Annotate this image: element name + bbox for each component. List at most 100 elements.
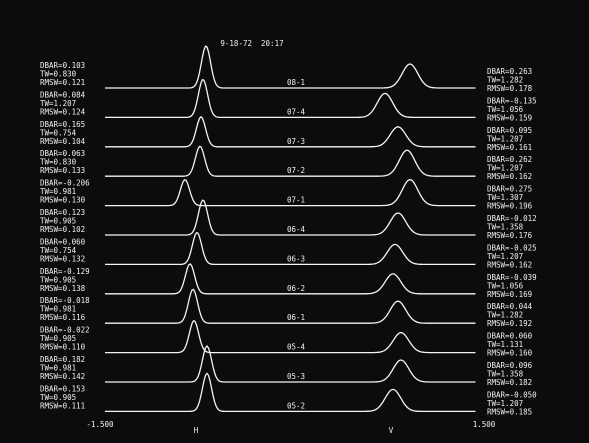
right-stat: DBAR=-0.025 bbox=[487, 243, 537, 252]
right-stat: TW=1.207 bbox=[487, 134, 523, 143]
left-stat: TW=0.981 bbox=[40, 364, 76, 373]
left-stat: DBAR=-0.206 bbox=[40, 179, 90, 188]
trace-label: 06-3 bbox=[287, 254, 305, 263]
left-stat: DBAR=-0.022 bbox=[40, 326, 90, 335]
left-stat: TW=0.905 bbox=[40, 217, 76, 226]
left-stat: DBAR=0.060 bbox=[40, 237, 86, 246]
axis-min: -1.500 bbox=[86, 420, 114, 429]
right-stat: TW=1.282 bbox=[487, 311, 523, 320]
right-stat: DBAR=0.095 bbox=[487, 126, 532, 135]
right-stat: TW=1.207 bbox=[487, 164, 523, 173]
trace-label: 06-4 bbox=[287, 225, 306, 234]
right-stat: DBAR=0.044 bbox=[487, 302, 533, 311]
left-stat: TW=0.830 bbox=[40, 70, 77, 79]
right-stat: DBAR=0.263 bbox=[487, 67, 532, 76]
trace-label: 07-4 bbox=[287, 107, 306, 116]
right-stat: TW=1.307 bbox=[487, 193, 523, 202]
timestamp: 9-18-72 20:17 bbox=[220, 39, 283, 48]
left-stat: TW=0.830 bbox=[40, 158, 77, 167]
right-stat: RMSW=0.196 bbox=[487, 202, 533, 211]
right-stat: RMSW=0.162 bbox=[487, 260, 532, 269]
left-stat: DBAR=-0.129 bbox=[40, 267, 90, 276]
right-stat: DBAR=0.262 bbox=[487, 155, 532, 164]
axis-max: 1.500 bbox=[473, 420, 496, 429]
left-stat: RMSW=0.104 bbox=[40, 137, 86, 146]
left-stat: DBAR=0.063 bbox=[40, 149, 85, 158]
right-stat: DBAR=-0.039 bbox=[487, 273, 537, 282]
right-stat: TW=1.056 bbox=[487, 105, 524, 114]
left-stat: TW=0.905 bbox=[40, 393, 76, 402]
right-stat: RMSW=0.160 bbox=[487, 349, 533, 358]
right-stat: TW=1.207 bbox=[487, 399, 523, 408]
left-stat: TW=0.981 bbox=[40, 305, 76, 314]
left-stat: TW=0.905 bbox=[40, 275, 76, 284]
trace-label: 07-3 bbox=[287, 137, 305, 146]
left-stat: RMSW=0.138 bbox=[40, 284, 86, 293]
trace-label: 05-4 bbox=[287, 343, 306, 352]
trace-label: 06-2 bbox=[287, 284, 305, 293]
axis-h: H bbox=[194, 426, 199, 435]
right-stat: TW=1.282 bbox=[487, 76, 523, 85]
left-stat: RMSW=0.132 bbox=[40, 254, 85, 263]
left-stat: DBAR=0.165 bbox=[40, 120, 85, 129]
trace bbox=[105, 179, 476, 207]
trace bbox=[105, 372, 476, 413]
right-stat: RMSW=0.176 bbox=[487, 231, 533, 240]
left-stat: RMSW=0.102 bbox=[40, 225, 85, 234]
right-stat: DBAR=-0.050 bbox=[487, 390, 537, 399]
right-stat: RMSW=0.182 bbox=[487, 378, 532, 387]
trace bbox=[105, 115, 476, 148]
left-stat: RMSW=0.111 bbox=[40, 401, 85, 410]
left-stat: RMSW=0.130 bbox=[40, 196, 86, 205]
left-stat: DBAR=0.103 bbox=[40, 61, 85, 70]
left-stat: DBAR=0.182 bbox=[40, 355, 85, 364]
left-stat: DBAR=0.153 bbox=[40, 384, 85, 393]
trace bbox=[105, 231, 476, 266]
left-stat: RMSW=0.124 bbox=[40, 107, 86, 116]
left-stat: RMSW=0.110 bbox=[40, 343, 86, 352]
right-stat: DBAR=-0.012 bbox=[487, 214, 537, 223]
right-stat: TW=1.207 bbox=[487, 252, 523, 261]
right-stat: RMSW=0.178 bbox=[487, 84, 533, 93]
left-stat: DBAR=0.084 bbox=[40, 90, 86, 99]
left-stat: TW=0.754 bbox=[40, 246, 77, 255]
right-stat: RMSW=0.161 bbox=[487, 143, 532, 152]
right-stat: DBAR=0.275 bbox=[487, 185, 532, 194]
left-stat: TW=0.981 bbox=[40, 187, 76, 196]
trace-label: 05-2 bbox=[287, 401, 305, 410]
trace-label: 07-2 bbox=[287, 166, 305, 175]
trace bbox=[105, 344, 476, 383]
trace bbox=[105, 145, 476, 177]
trace-label: 08-1 bbox=[287, 78, 305, 87]
left-stat: TW=0.905 bbox=[40, 334, 76, 343]
right-stat: RMSW=0.159 bbox=[487, 113, 532, 122]
right-stat: TW=1.131 bbox=[487, 340, 523, 349]
right-stat: RMSW=0.169 bbox=[487, 290, 532, 299]
trace bbox=[105, 263, 476, 295]
left-stat: DBAR=-0.018 bbox=[40, 296, 90, 305]
right-stat: DBAR=0.096 bbox=[487, 361, 533, 370]
trace-label: 05-3 bbox=[287, 372, 305, 381]
right-stat: DBAR=0.060 bbox=[487, 332, 533, 341]
trace bbox=[105, 199, 476, 236]
right-stat: RMSW=0.185 bbox=[487, 407, 532, 416]
trace bbox=[105, 320, 476, 354]
left-stat: RMSW=0.116 bbox=[40, 313, 86, 322]
right-stat: TW=1.358 bbox=[487, 370, 524, 379]
left-stat: TW=0.754 bbox=[40, 128, 77, 137]
right-stat: RMSW=0.162 bbox=[487, 172, 532, 181]
left-stat: RMSW=0.121 bbox=[40, 78, 85, 87]
trace bbox=[105, 45, 476, 89]
right-stat: TW=1.056 bbox=[487, 281, 524, 290]
trace-label: 06-1 bbox=[287, 313, 305, 322]
right-stat: RMSW=0.192 bbox=[487, 319, 532, 328]
trace-label: 07-1 bbox=[287, 196, 305, 205]
left-stat: TW=1.207 bbox=[40, 99, 76, 108]
right-stat: DBAR=-0.135 bbox=[487, 96, 537, 105]
left-stat: RMSW=0.142 bbox=[40, 372, 85, 381]
axis-v: V bbox=[389, 426, 394, 435]
left-stat: RMSW=0.133 bbox=[40, 166, 85, 175]
right-stat: TW=1.358 bbox=[487, 223, 524, 232]
